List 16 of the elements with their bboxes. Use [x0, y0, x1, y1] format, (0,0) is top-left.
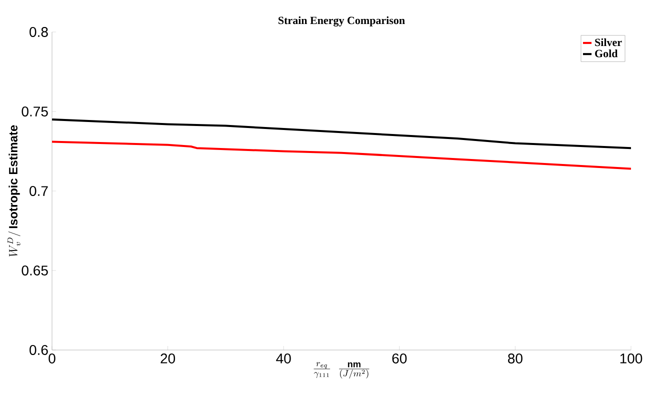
y-axis-title: $W_v^D/\,\mathbf{Isotropic\ Estimate}$ [8, 125, 20, 257]
chart-title: Strain Energy Comparison [278, 16, 405, 26]
x-axis-title: $\frac{r_{eq}}{\gamma_{111}}\;\;\frac{\mathbf{nm}}{(J/m^2)}$ [314, 362, 370, 379]
y-tick-label: 0.6 [30, 345, 48, 355]
y-tick-label: 0.75 [22, 106, 48, 116]
x-tick-label: 80 [508, 354, 522, 364]
x-tick-label: 60 [392, 354, 407, 364]
x-tick-label: 100 [620, 354, 642, 364]
x-tick-label: 40 [276, 354, 291, 364]
legend-label: Silver [595, 38, 622, 46]
y-tick-label: 0.8 [30, 27, 48, 37]
y-tick-label: 0.65 [22, 266, 48, 276]
x-tick-label: 0 [48, 354, 56, 364]
x-tick-label: 20 [160, 354, 176, 364]
y-tick-label: 0.7 [30, 186, 48, 196]
legend-label: Gold [595, 50, 618, 58]
